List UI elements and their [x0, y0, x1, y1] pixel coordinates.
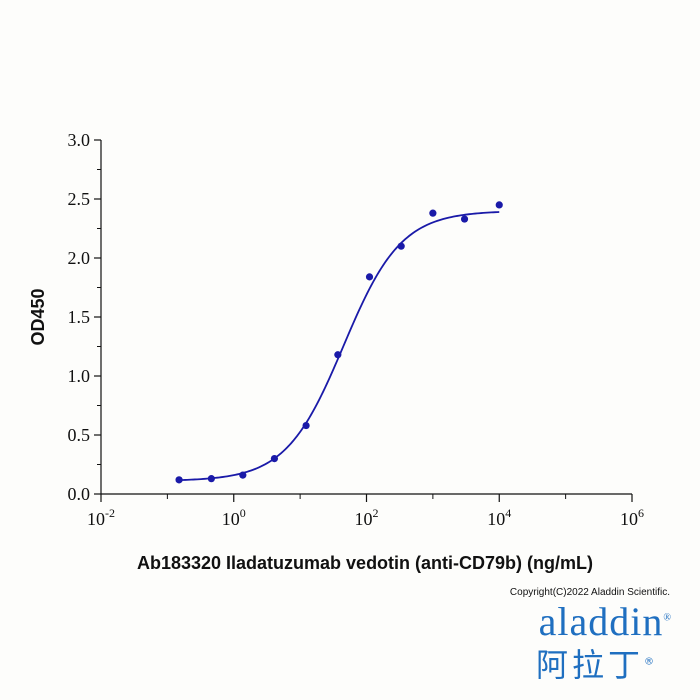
- fit-curve: [179, 211, 500, 482]
- x-axis-title: Ab183320 Iladatuzumab vedotin (anti-CD79…: [137, 553, 593, 573]
- data-point: [302, 421, 310, 430]
- data-point: [334, 351, 342, 359]
- logo-cjk-text: 阿拉丁: [535, 646, 644, 684]
- logo-latin-text: aladdin: [538, 599, 664, 644]
- y-tick-label: 1.0: [68, 366, 91, 386]
- data-point: [495, 201, 503, 209]
- y-tick-label: 1.5: [68, 307, 91, 327]
- x-tick-label: 104: [487, 506, 511, 529]
- aladdin-logo: aladdin® 阿拉丁®: [492, 598, 672, 688]
- data-point: [239, 471, 247, 479]
- points-layer: [175, 201, 503, 484]
- y-tick-label: 2.0: [68, 248, 91, 268]
- logo-wordmark: aladdin®: [539, 598, 672, 645]
- logo-chinese: 阿拉丁®: [536, 640, 654, 686]
- y-axis-title: OD450: [28, 288, 48, 345]
- fit-layer: [179, 211, 500, 482]
- data-point: [397, 242, 405, 250]
- x-tick-label: 100: [222, 506, 246, 529]
- x-tick-label: 106: [620, 506, 644, 529]
- data-point: [270, 455, 279, 463]
- data-point: [460, 215, 469, 223]
- x-tick-label: 10-2: [87, 506, 115, 529]
- copyright-text: Copyright(C)2022 Aladdin Scientific.: [509, 587, 670, 598]
- axes: [100, 140, 632, 495]
- y-tick-label: 0.0: [68, 484, 91, 504]
- logo-registered-mark: ®: [663, 612, 672, 624]
- y-tick-label: 0.5: [68, 425, 91, 445]
- data-point: [175, 476, 183, 484]
- data-point: [429, 209, 437, 217]
- y-tick-label: 2.5: [68, 189, 91, 209]
- data-point: [207, 475, 215, 483]
- y-tick-label: 3.0: [68, 130, 91, 150]
- ticks: 0.0 0.5 1.0 1.5 2.0 2.5 3.0 10-2 100 102 104 106: [68, 130, 645, 529]
- logo-cjk-registered-mark: ®: [644, 656, 654, 668]
- data-point: [365, 273, 374, 281]
- x-tick-label: 102: [355, 506, 379, 529]
